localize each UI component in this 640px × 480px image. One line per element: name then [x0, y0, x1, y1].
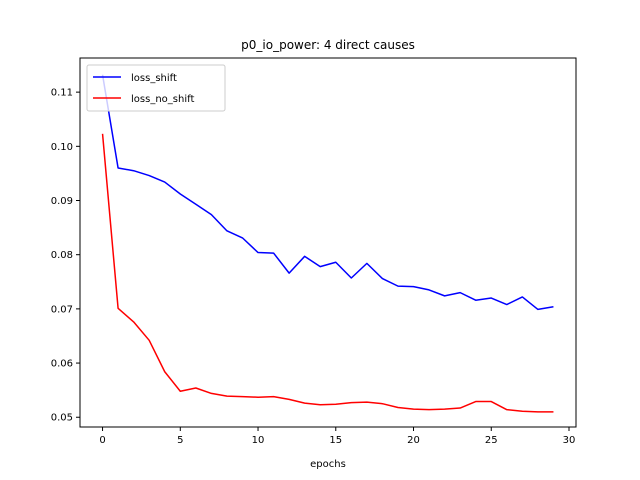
y-tick-label: 0.09	[51, 196, 73, 207]
plot-frame	[79, 57, 577, 428]
legend-box	[86, 64, 226, 112]
legend: loss_shift loss_no_shift	[86, 64, 226, 112]
y-tick-label: 0.10	[51, 142, 73, 153]
x-axis-label: epochs	[310, 459, 346, 470]
series-line-loss-shift	[101, 74, 554, 311]
legend-label-loss-shift: loss_shift	[131, 73, 177, 84]
x-tick-label: 30	[563, 435, 576, 446]
chart-title: p0_io_power: 4 direct causes	[241, 38, 415, 52]
y-tick-label: 0.08	[51, 250, 73, 261]
x-tick-label: 10	[252, 435, 265, 446]
x-tick-label: 0	[99, 435, 105, 446]
x-tick-label: 25	[485, 435, 498, 446]
series-line-loss-no-shift	[101, 133, 554, 413]
y-tick-label: 0.07	[51, 304, 73, 315]
x-tick-label: 20	[407, 435, 420, 446]
x-tick-label: 15	[329, 435, 342, 446]
x-tick-label: 5	[177, 435, 183, 446]
y-tick-label: 0.11	[51, 88, 73, 99]
y-tick-label: 0.05	[51, 413, 73, 424]
legend-label-loss-no-shift: loss_no_shift	[131, 94, 194, 105]
y-tick-label: 0.06	[51, 359, 73, 370]
